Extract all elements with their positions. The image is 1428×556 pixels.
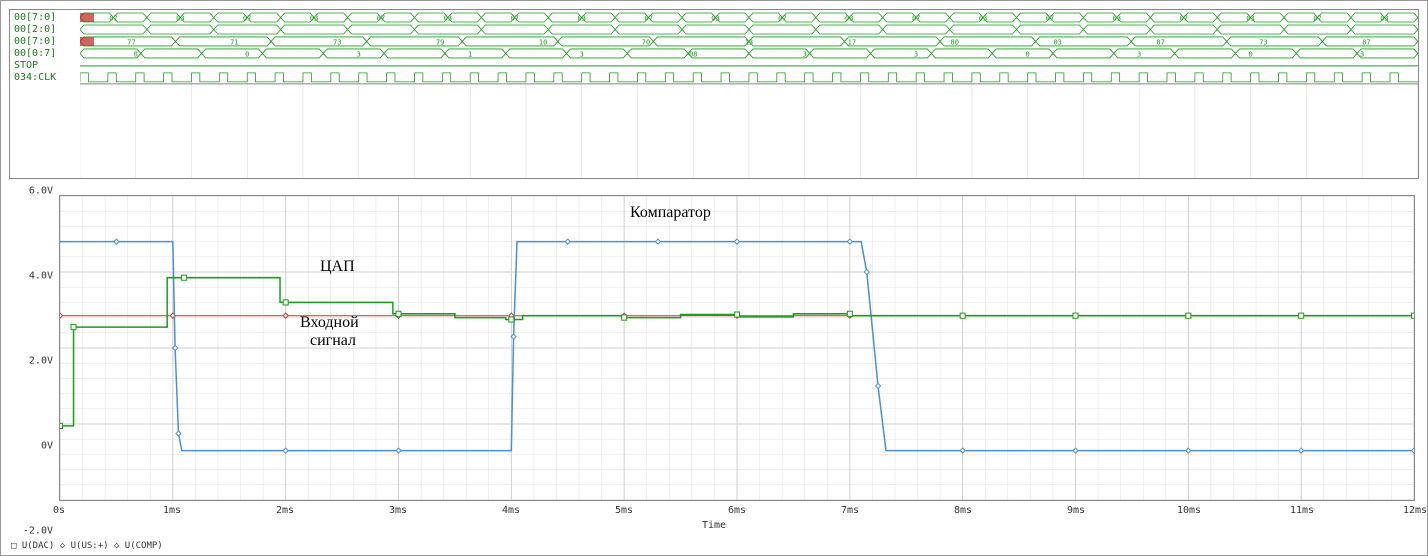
svg-text:87: 87 <box>1156 38 1164 46</box>
digital-signals-panel: 00[7:0]00[2:0]00[7:0]00[0:7]STOP034:CLK … <box>9 9 1419 179</box>
svg-text:71: 71 <box>230 38 238 46</box>
svg-text:03: 03 <box>310 14 318 22</box>
y-tick-label: -2.0V <box>23 526 53 537</box>
svg-text:03: 03 <box>1246 14 1254 22</box>
y-axis-labels: -2.0V0V2.0V4.0V6.0V <box>9 191 59 531</box>
svg-text:3: 3 <box>914 50 918 58</box>
svg-text:07: 07 <box>243 14 251 22</box>
x-tick-label: 5ms <box>615 505 633 516</box>
svg-text:79: 79 <box>436 38 444 46</box>
svg-text:13: 13 <box>745 38 753 46</box>
signal-label: 034:CLK <box>10 72 80 84</box>
label-input-line1: Входной <box>300 314 359 332</box>
svg-text:10: 10 <box>539 38 547 46</box>
x-tick-label: 7ms <box>841 505 859 516</box>
y-tick-label: 2.0V <box>29 356 53 367</box>
signal-label: STOP <box>10 60 80 72</box>
svg-text:03: 03 <box>711 14 719 22</box>
svg-text:17: 17 <box>848 38 856 46</box>
x-tick-label: 9ms <box>1067 505 1085 516</box>
signal-label: 00[2:0] <box>10 24 80 36</box>
svg-text:07: 07 <box>1313 14 1321 22</box>
svg-text:07: 07 <box>109 14 117 22</box>
svg-text:07: 07 <box>377 14 385 22</box>
x-tick-label: 6ms <box>728 505 746 516</box>
digital-waveforms: 0703070307030703070307030703070307030703… <box>80 10 1418 178</box>
svg-text:03: 03 <box>1113 14 1121 22</box>
svg-text:3: 3 <box>1137 50 1141 58</box>
waveform-viewer: 00[7:0]00[2:0]00[7:0]00[0:7]STOP034:CLK … <box>0 0 1428 556</box>
svg-text:0: 0 <box>134 50 138 58</box>
y-tick-label: 0V <box>41 441 53 452</box>
svg-text:07: 07 <box>778 14 786 22</box>
svg-text:03: 03 <box>1053 38 1061 46</box>
x-tick-label: 10ms <box>1177 505 1201 516</box>
analog-waveforms <box>60 196 1414 500</box>
x-tick-label: 11ms <box>1290 505 1314 516</box>
svg-text:07: 07 <box>1180 14 1188 22</box>
svg-text:03: 03 <box>979 14 987 22</box>
svg-text:73: 73 <box>333 38 341 46</box>
x-tick-label: 12ms <box>1403 505 1427 516</box>
label-dac: ЦАП <box>320 258 355 276</box>
y-tick-label: 6.0V <box>29 186 53 197</box>
svg-text:3: 3 <box>1360 50 1364 58</box>
svg-text:03: 03 <box>444 14 452 22</box>
svg-text:3: 3 <box>580 50 584 58</box>
svg-text:87: 87 <box>1362 38 1370 46</box>
svg-text:07: 07 <box>511 14 519 22</box>
x-axis-labels: 0s1ms2ms3ms4ms5ms6ms7ms8ms9ms10ms11ms12m… <box>59 505 1415 519</box>
x-axis-title: Time <box>702 520 726 531</box>
svg-text:03: 03 <box>1380 14 1388 22</box>
svg-text:07: 07 <box>912 14 920 22</box>
x-tick-label: 1ms <box>163 505 181 516</box>
svg-text:3: 3 <box>357 50 361 58</box>
svg-text:03: 03 <box>845 14 853 22</box>
x-tick-label: 2ms <box>276 505 294 516</box>
svg-text:70: 70 <box>642 38 650 46</box>
svg-text:07: 07 <box>1046 14 1054 22</box>
digital-signal-labels: 00[7:0]00[2:0]00[7:0]00[0:7]STOP034:CLK <box>10 10 80 84</box>
analog-plot-panel: -2.0V0V2.0V4.0V6.0V ЦАП Входной сигнал К… <box>9 191 1419 531</box>
svg-text:03: 03 <box>578 14 586 22</box>
svg-text:07: 07 <box>644 14 652 22</box>
plot-area: ЦАП Входной сигнал Компаратор <box>59 195 1415 501</box>
svg-text:73: 73 <box>1259 38 1267 46</box>
svg-text:0: 0 <box>1249 50 1253 58</box>
svg-text:1: 1 <box>468 50 472 58</box>
signal-label: 00[0:7] <box>10 48 80 60</box>
svg-text:0: 0 <box>1026 50 1030 58</box>
svg-text:0: 0 <box>245 50 249 58</box>
x-tick-label: 4ms <box>502 505 520 516</box>
svg-text:03: 03 <box>176 14 184 22</box>
signal-label: 00[7:0] <box>10 12 80 24</box>
svg-text:80: 80 <box>951 38 959 46</box>
label-comparator: Компаратор <box>630 204 711 222</box>
x-tick-label: 8ms <box>954 505 972 516</box>
x-tick-label: 0s <box>53 505 65 516</box>
legend-text: □ U(DAC) ◇ U(US:+) ◇ U(COMP) <box>11 541 163 551</box>
x-tick-label: 3ms <box>389 505 407 516</box>
svg-text:08: 08 <box>689 50 697 58</box>
y-tick-label: 4.0V <box>29 271 53 282</box>
svg-text:3: 3 <box>803 50 807 58</box>
signal-label: 00[7:0] <box>10 36 80 48</box>
svg-text:77: 77 <box>127 38 135 46</box>
label-input-line2: сигнал <box>310 332 356 350</box>
